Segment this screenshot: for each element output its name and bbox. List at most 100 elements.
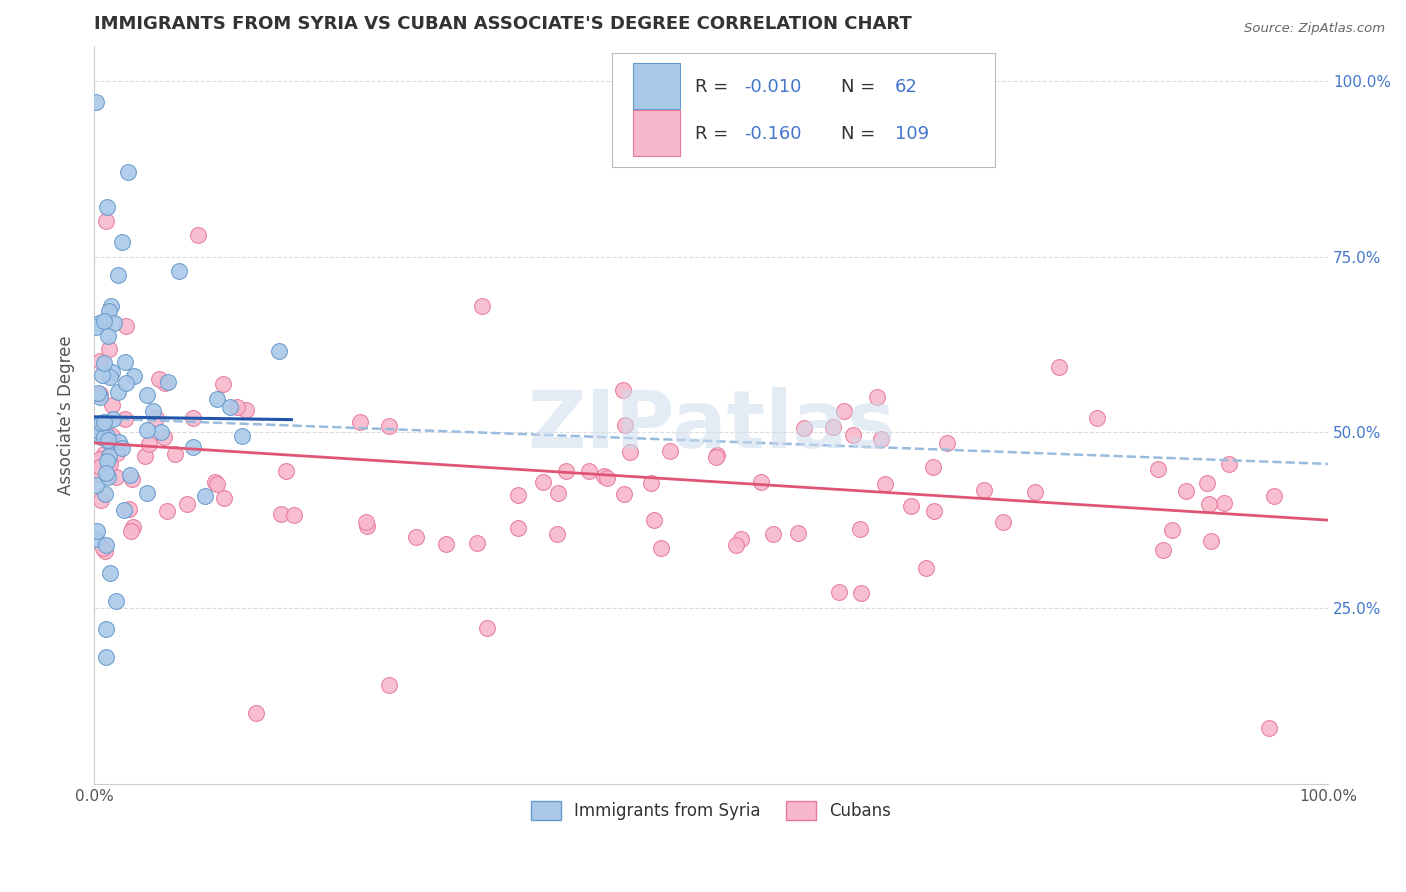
Point xyxy=(1146,462,1168,476)
Point xyxy=(231,429,253,443)
Point xyxy=(643,513,665,527)
Point xyxy=(506,520,529,534)
Point xyxy=(90,493,112,508)
Point xyxy=(86,320,108,334)
Point xyxy=(153,430,176,444)
Point xyxy=(93,487,115,501)
Point xyxy=(181,411,204,425)
Point xyxy=(89,390,111,404)
Point xyxy=(851,586,873,600)
Point xyxy=(187,228,209,243)
Point xyxy=(93,415,115,429)
Point xyxy=(134,449,156,463)
Point xyxy=(97,433,120,447)
Point xyxy=(596,471,619,485)
Point xyxy=(1199,533,1222,548)
Point xyxy=(94,466,117,480)
Point xyxy=(1085,411,1108,425)
Point xyxy=(97,469,120,483)
Point xyxy=(405,530,427,544)
Point xyxy=(94,544,117,558)
Text: Source: ZipAtlas.com: Source: ZipAtlas.com xyxy=(1244,22,1385,36)
Point xyxy=(555,464,578,478)
Point xyxy=(546,527,568,541)
Point xyxy=(245,706,267,721)
Point xyxy=(124,368,146,383)
Point xyxy=(465,536,488,550)
Point xyxy=(922,504,945,518)
Point xyxy=(105,594,128,608)
Point xyxy=(211,376,233,391)
Point xyxy=(613,487,636,501)
Point xyxy=(98,434,121,449)
Point xyxy=(101,398,124,412)
Point xyxy=(658,443,681,458)
Point xyxy=(762,526,785,541)
Text: R =: R = xyxy=(695,78,734,95)
Point xyxy=(107,268,129,283)
Point xyxy=(105,446,128,460)
Bar xyxy=(633,111,681,156)
Point xyxy=(90,416,112,430)
Text: R =: R = xyxy=(695,125,734,143)
Point xyxy=(506,487,529,501)
Point xyxy=(97,458,120,473)
Point xyxy=(849,522,872,536)
Point xyxy=(176,497,198,511)
Point xyxy=(107,384,129,399)
Point xyxy=(991,515,1014,529)
Point xyxy=(973,483,995,497)
Point xyxy=(97,449,120,463)
Point xyxy=(1213,496,1236,510)
Point xyxy=(218,400,240,414)
Point xyxy=(93,314,115,328)
Point xyxy=(148,372,170,386)
Point xyxy=(136,424,159,438)
Y-axis label: Associate’s Degree: Associate’s Degree xyxy=(58,334,75,494)
Point xyxy=(115,376,138,391)
Point xyxy=(276,464,298,478)
Point xyxy=(86,477,108,491)
Point xyxy=(87,386,110,401)
Text: N =: N = xyxy=(841,78,880,95)
Point xyxy=(724,538,747,552)
Point xyxy=(378,678,401,692)
Legend: Immigrants from Syria, Cubans: Immigrants from Syria, Cubans xyxy=(524,795,897,827)
Point xyxy=(578,464,600,478)
Point xyxy=(1161,524,1184,538)
Point xyxy=(793,421,815,435)
Point xyxy=(1152,543,1174,558)
FancyBboxPatch shape xyxy=(612,53,995,168)
Point xyxy=(226,400,249,414)
Point xyxy=(922,460,945,475)
Point xyxy=(153,376,176,390)
Point xyxy=(89,353,111,368)
Point xyxy=(90,430,112,444)
Point xyxy=(120,467,142,482)
Point xyxy=(135,387,157,401)
Point xyxy=(619,444,641,458)
Point xyxy=(93,430,115,444)
Point xyxy=(167,263,190,277)
Point xyxy=(103,316,125,330)
Text: -0.160: -0.160 xyxy=(744,125,801,143)
Point xyxy=(122,520,145,534)
Point xyxy=(114,354,136,368)
Point xyxy=(640,476,662,491)
Point xyxy=(1263,489,1285,503)
Point xyxy=(145,411,167,425)
Point xyxy=(142,404,165,418)
Point xyxy=(90,417,112,432)
Point xyxy=(915,560,938,574)
Point xyxy=(1198,497,1220,511)
Point xyxy=(118,502,141,516)
Point xyxy=(475,621,498,635)
Point xyxy=(136,486,159,500)
Text: 109: 109 xyxy=(896,125,929,143)
Point xyxy=(787,525,810,540)
Point xyxy=(112,502,135,516)
Point xyxy=(827,584,849,599)
Point xyxy=(1024,484,1046,499)
Point xyxy=(706,448,728,462)
Point xyxy=(235,403,257,417)
